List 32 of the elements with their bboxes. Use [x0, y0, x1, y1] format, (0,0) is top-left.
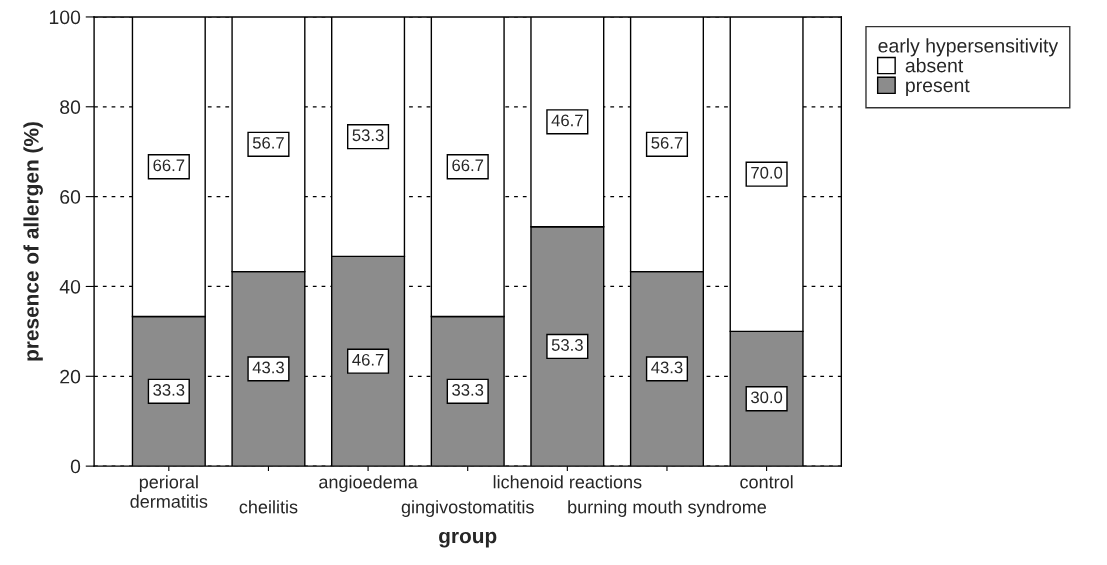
y-tick-label: 0: [70, 459, 81, 474]
x-tick-label: burning mouth syndrome: [568, 500, 767, 517]
x-tick-label: perioral dermatitis: [130, 475, 208, 508]
data-label: 56.7: [252, 136, 284, 149]
x-tick-label: angioedema: [319, 475, 418, 492]
data-label: 33.3: [452, 384, 484, 396]
y-tick-label: 60: [60, 190, 81, 204]
data-label: 66.7: [452, 159, 484, 172]
data-label: 66.7: [153, 159, 185, 172]
legend-title: early hypersensitivity: [878, 38, 1059, 57]
y-axis-title: presence of allergen (%): [23, 122, 43, 361]
legend-label: absent: [905, 58, 964, 73]
y-tick-label: 20: [60, 369, 81, 384]
x-tick-label: lichenoid reactions: [493, 475, 642, 489]
data-label: 70.0: [751, 166, 783, 179]
x-axis-title: group: [439, 531, 497, 548]
data-label: 53.3: [352, 129, 384, 142]
data-label: 46.7: [551, 114, 583, 127]
y-tick-label: 40: [59, 279, 81, 294]
y-tick-label: 100: [49, 10, 81, 25]
x-tick-label: cheilitis: [239, 500, 298, 514]
data-label: 33.3: [153, 384, 185, 396]
data-label: 43.3: [651, 361, 683, 374]
data-label: 53.3: [551, 339, 583, 351]
x-tick-label: gingivostomatitis: [401, 500, 534, 517]
data-label: 43.3: [252, 361, 284, 374]
y-tick-label: 80: [60, 100, 81, 115]
data-label: 46.7: [352, 353, 384, 366]
data-label: 30.0: [751, 391, 783, 404]
data-label: 56.7: [651, 136, 683, 149]
legend-label: present: [906, 79, 970, 97]
x-tick-label: control: [740, 475, 793, 489]
